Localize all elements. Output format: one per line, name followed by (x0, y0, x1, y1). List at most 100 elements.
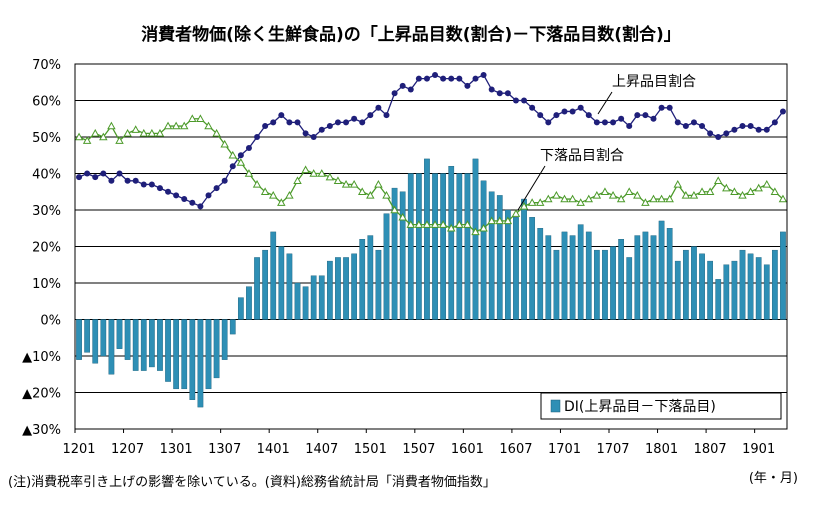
falling-ratio-point (357, 187, 367, 195)
rising-ratio-point (173, 192, 180, 199)
ratio-lines (74, 71, 788, 236)
di-bar (682, 249, 689, 320)
di-bar (723, 264, 730, 320)
plot-frame (74, 63, 788, 430)
y-tick-label: 30% (32, 204, 61, 219)
falling-ratio-point (438, 220, 448, 228)
rising-ratio-point (715, 134, 722, 140)
di-bar (148, 319, 155, 368)
falling-ratio-point (301, 165, 310, 174)
falling-ratio-point (196, 114, 205, 122)
falling-ratio-point (406, 220, 416, 228)
rising-ratio-point (464, 82, 471, 89)
di-bar (108, 319, 115, 375)
falling-ratio-point (641, 198, 650, 206)
falling-ratio-point (309, 169, 318, 177)
rising-ratio-point (747, 123, 754, 130)
falling-ratio-point (99, 132, 108, 141)
rising-ratio-point (124, 177, 131, 184)
rising-ratio-point (731, 126, 738, 133)
rising-ratio-point (278, 112, 285, 119)
y-tick-label: 0% (40, 314, 61, 329)
falling-ratio-point (139, 128, 149, 137)
rising-ratio-point (666, 104, 673, 111)
rising-ratio-point (682, 123, 689, 130)
di-bar (480, 180, 487, 320)
rising-ratio-line (78, 74, 784, 208)
falling-ratio-point (649, 194, 658, 203)
rising-ratio-point (707, 130, 714, 137)
x-tick-label: 1407 (305, 442, 338, 457)
di-bar (513, 217, 519, 320)
falling-ratio-point (333, 176, 343, 185)
di-bar (424, 158, 430, 320)
y-axis-ticks: 70% 60% 50% 40% 30% 20% 10% 0% ▲10% ▲20% ▲30% (22, 58, 61, 438)
falling-ratio-point (705, 187, 715, 195)
rising-ratio-point (593, 119, 600, 126)
falling-ratio-point (770, 187, 780, 195)
di-bar (545, 235, 552, 320)
y-tick-label: ▲20% (22, 387, 61, 402)
di-bar (310, 275, 317, 320)
falling-ratio-point (552, 190, 561, 199)
rising-ratio-point (488, 86, 495, 93)
di-bar (132, 319, 139, 371)
di-bar (666, 228, 673, 320)
rising-ratio-point (407, 86, 414, 93)
rising-ratio-point (270, 119, 277, 126)
di-bar (699, 253, 705, 320)
rising-ratio-point (245, 144, 252, 151)
falling-ratio-point (390, 205, 399, 214)
rising-ratio-point (294, 119, 301, 126)
falling-ratio-point (123, 128, 132, 137)
di-bar (707, 260, 714, 320)
di-bar (140, 319, 147, 371)
footnote: (注)消費税率引き上げの影響を除いている。(資料)総務省統計局「消費者物価指数」 (8, 474, 496, 490)
falling-ratio-point (527, 198, 537, 206)
falling-ratio-point (115, 136, 124, 144)
di-bar (335, 257, 341, 320)
falling-ratio-point (730, 187, 739, 195)
falling-ratio-line (78, 118, 784, 233)
di-bar (537, 228, 544, 320)
rising-ratio-point (723, 130, 730, 137)
rising-ratio-point (375, 104, 382, 111)
di-bar (618, 238, 625, 320)
di-bar (626, 257, 633, 320)
falling-ratio-point (422, 220, 432, 228)
x-tick-label: 1901 (742, 442, 775, 457)
x-tick-label: 1707 (596, 442, 629, 457)
falling-ratio-point (624, 187, 634, 195)
y-tick-label: 10% (32, 277, 61, 292)
di-bar (181, 319, 188, 390)
di-bar (391, 187, 398, 320)
di-bar (488, 191, 495, 320)
falling-ratio-point (398, 212, 407, 221)
rising-ratio-point (504, 90, 511, 97)
falling-ratio-point (374, 180, 383, 188)
falling-ratio-point (107, 121, 116, 130)
rising-ratio-point (658, 104, 665, 111)
di-bar (432, 173, 438, 320)
y-tick-label: 50% (32, 131, 61, 146)
rising-ratio-point (448, 75, 455, 82)
falling-ratio-point (446, 223, 456, 232)
falling-ratio-point (90, 128, 100, 137)
rising-ratio-point (529, 104, 536, 111)
falling-ratio-point (179, 121, 189, 130)
falling-ratio-point (616, 194, 626, 203)
legend-box (540, 392, 782, 420)
rising-ratio-point (674, 119, 681, 126)
x-tick-label: 1807 (694, 442, 727, 457)
di-bar (205, 319, 212, 390)
di-bar (270, 231, 277, 320)
rising-ratio-point (569, 108, 576, 115)
rising-ratio-point (642, 112, 649, 119)
falling-ratio-point (544, 194, 553, 203)
di-bar (440, 173, 447, 320)
rising-ratio-point (626, 123, 633, 130)
rising-ratio-point (577, 104, 584, 111)
falling-ratio-point (722, 183, 731, 192)
x-tick-label: 1301 (160, 442, 193, 457)
